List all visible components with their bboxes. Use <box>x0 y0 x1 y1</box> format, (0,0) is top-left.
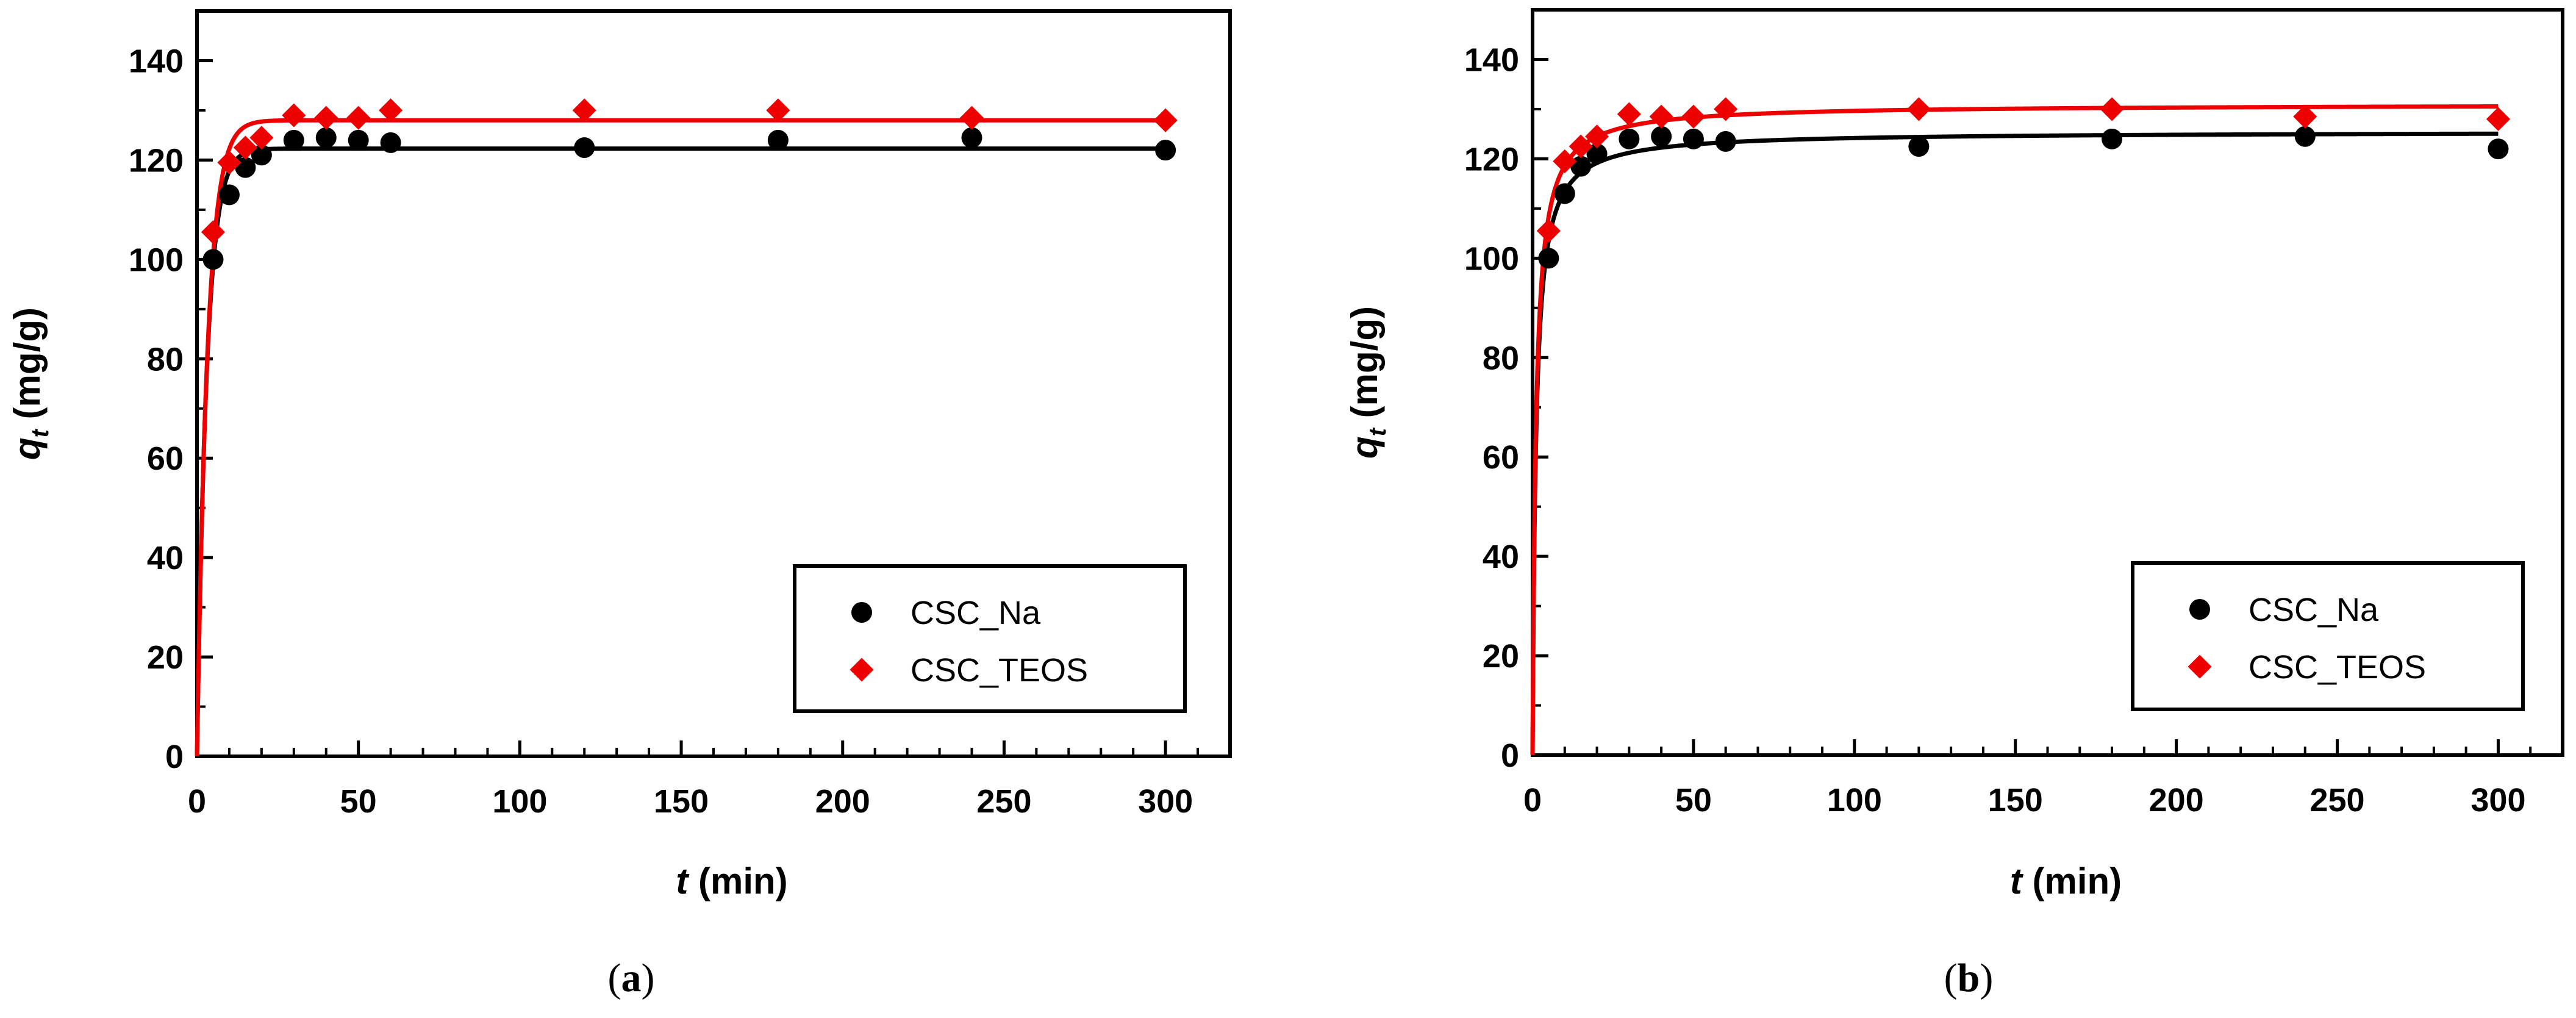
data-point-csc-teos <box>314 106 338 130</box>
x-tick-label: 0 <box>188 783 206 820</box>
y-tick-label: 60 <box>1483 439 1519 476</box>
data-point-csc-teos <box>2293 104 2317 129</box>
legend-label-csc-teos: CSC_TEOS <box>911 652 1088 689</box>
legend-label-csc-teos: CSC_TEOS <box>2249 649 2426 686</box>
data-point-csc-teos <box>201 220 226 245</box>
y-tick-label: 140 <box>1464 41 1519 78</box>
x-tick-label: 50 <box>1675 782 1712 819</box>
data-point-csc-teos <box>217 150 242 175</box>
data-point-csc-teos <box>766 98 790 123</box>
x-tick-label: 250 <box>976 783 1031 820</box>
y-tick-label: 140 <box>129 43 184 79</box>
data-point-csc-na <box>1586 143 1608 165</box>
x-tick-label: 0 <box>1523 782 1542 819</box>
y-tick-label: 40 <box>147 540 184 576</box>
legend-box <box>793 564 1187 713</box>
y-tick-label: 60 <box>147 440 184 477</box>
data-point-csc-na <box>574 137 595 159</box>
legend-label-csc-na: CSC_Na <box>2249 592 2379 628</box>
x-tick-label: 300 <box>1138 783 1193 820</box>
data-point-csc-na <box>380 132 401 153</box>
data-point-csc-na <box>1651 126 1672 147</box>
x-tick-label: 300 <box>2470 782 2525 819</box>
data-point-csc-na <box>767 129 789 151</box>
y-axis-title: qt (mg/g) <box>7 307 54 460</box>
data-point-csc-na <box>961 127 982 148</box>
y-tick-label: 80 <box>1483 340 1519 376</box>
data-point-csc-na <box>1683 128 1704 149</box>
data-point-csc-na <box>315 127 337 148</box>
data-point-csc-teos <box>379 98 403 123</box>
x-tick-label: 100 <box>1827 782 1882 819</box>
data-point-csc-na <box>283 129 304 151</box>
chart-panel-a: 0 20 40 60 80 100 120 140 0 50 100 150 200 250 300 qt (… <box>7 9 1232 1000</box>
data-point-csc-na <box>2488 138 2509 160</box>
data-point-csc-na <box>2294 126 2316 147</box>
legend-marker-csc-teos <box>850 658 874 682</box>
data-point-csc-teos <box>959 106 984 130</box>
y-axis-title: qt (mg/g) <box>1344 306 1391 459</box>
data-point-csc-teos <box>1649 104 1673 129</box>
data-point-csc-na <box>1715 131 1736 152</box>
data-point-csc-na <box>1155 140 1176 161</box>
data-point-csc-teos <box>346 106 371 130</box>
data-point-csc-na <box>251 145 272 166</box>
data-point-csc-teos <box>1714 97 1738 121</box>
data-point-csc-teos <box>1906 97 1931 121</box>
chart-panel-b: 0 20 40 60 80 100 120 140 0 50 100 150 200 250 300 qt (… <box>1344 8 2564 1000</box>
y-tick-label: 20 <box>1483 638 1519 675</box>
data-point-csc-na <box>202 249 224 270</box>
data-point-csc-teos <box>282 103 306 127</box>
data-point-csc-teos <box>1553 149 1577 174</box>
data-point-csc-teos <box>2100 97 2124 121</box>
data-point-csc-teos <box>249 126 274 150</box>
data-point-csc-teos <box>233 135 257 160</box>
data-point-csc-na <box>218 184 240 206</box>
x-tick-label: 250 <box>2309 782 2364 819</box>
data-point-csc-na <box>2102 128 2123 149</box>
x-tick-label: 200 <box>815 783 870 820</box>
data-point-csc-na <box>348 129 369 151</box>
y-tick-label: 120 <box>1464 141 1519 177</box>
data-point-csc-na <box>1554 183 1575 204</box>
x-axis-title: t (min) <box>676 861 787 902</box>
panel-label: (a) <box>608 956 655 1000</box>
data-point-csc-teos <box>1617 102 1641 126</box>
x-tick-label: 150 <box>1988 782 2043 819</box>
x-tick-label: 200 <box>2149 782 2204 819</box>
y-tick-label: 0 <box>165 739 184 775</box>
data-point-csc-teos <box>1153 108 1178 132</box>
y-tick-label: 40 <box>1483 539 1519 575</box>
y-tick-label: 80 <box>147 341 184 378</box>
legend-box <box>2131 561 2525 711</box>
data-point-csc-na <box>1619 128 1640 149</box>
legend-label-csc-na: CSC_Na <box>911 595 1041 631</box>
panel-label: (b) <box>1944 956 1994 1000</box>
x-tick-label: 150 <box>654 783 709 820</box>
legend-marker-csc-na <box>2189 599 2210 620</box>
y-tick-label: 20 <box>147 639 184 676</box>
y-tick-label: 100 <box>129 242 184 278</box>
legend: CSC_Na CSC_TEOS <box>2131 561 2525 711</box>
y-tick-label: 120 <box>129 142 184 179</box>
legend: CSC_Na CSC_TEOS <box>793 564 1187 713</box>
data-point-csc-teos <box>1536 218 1561 243</box>
data-point-csc-teos <box>1681 104 1706 129</box>
x-tick-label: 100 <box>492 783 547 820</box>
data-point-csc-teos <box>572 98 596 123</box>
y-tick-label: 0 <box>1501 737 1519 774</box>
data-point-csc-teos <box>2486 107 2510 131</box>
x-axis-title: t (min) <box>2010 861 2122 902</box>
data-point-csc-teos <box>1585 124 1609 149</box>
y-tick-label: 100 <box>1464 240 1519 277</box>
x-tick-label: 50 <box>340 783 377 820</box>
data-point-csc-na <box>1538 248 1559 269</box>
legend-marker-csc-teos <box>2188 654 2212 679</box>
data-point-csc-na <box>1908 136 1930 157</box>
data-point-csc-teos <box>1569 134 1593 159</box>
legend-marker-csc-na <box>851 602 872 623</box>
